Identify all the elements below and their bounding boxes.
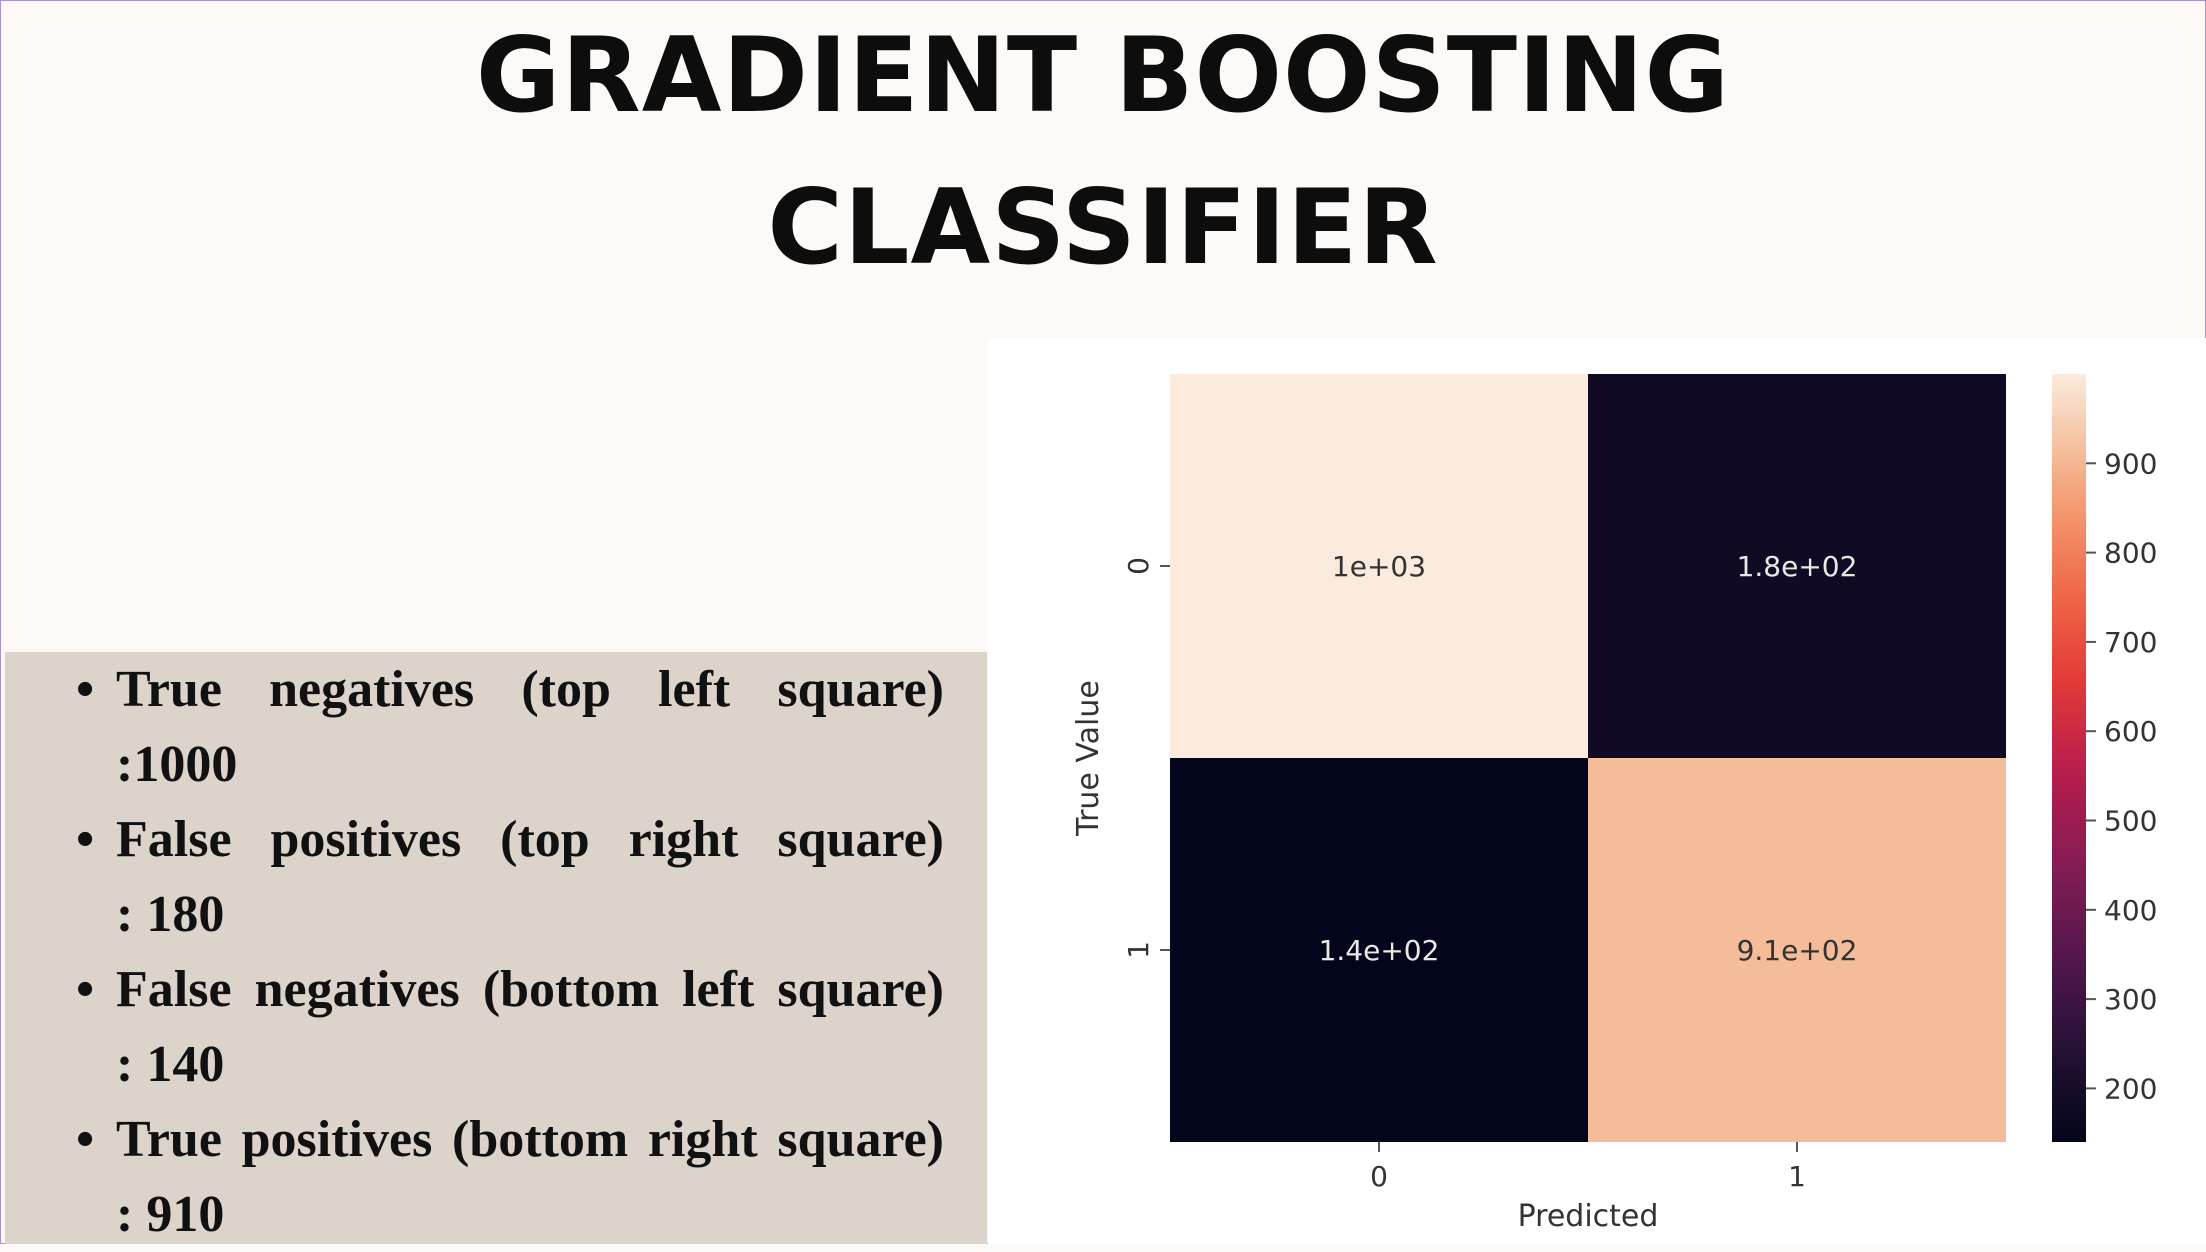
confusion-matrix-chart: 1e+03 1.8e+02 1.4e+02 9.1e+02 0 1 0 1 Predicted… <box>988 338 2206 1244</box>
colorbar-tick-label: 400 <box>2104 894 2157 927</box>
bullet-item: False negatives (bottom left square) : 1… <box>76 952 944 1102</box>
bullet-line-1: True negatives (top left square) <box>116 661 944 718</box>
bullet-line-1: False negatives (bottom left square) <box>116 961 944 1018</box>
bullet-value: : 140 <box>116 1036 225 1093</box>
heatmap-cell <box>1588 374 2006 758</box>
colorbar-tick-label: 700 <box>2104 626 2157 659</box>
colorbar: 200 300 400 500 600 700 800 900 <box>2052 374 2157 1142</box>
heatmap-cell <box>1170 758 1588 1142</box>
y-tick-label: 0 <box>1122 557 1155 575</box>
bullet-item: True negatives (top left square) :1000 <box>76 652 944 802</box>
bullet-item: True positives (bottom right square) : 9… <box>76 1102 944 1252</box>
heatmap-cell-label: 1.4e+02 <box>1319 934 1440 967</box>
bullet-item: False positives (top right square) : 180 <box>76 802 944 952</box>
heatmap-cell-label: 1e+03 <box>1332 550 1426 583</box>
colorbar-tick-label: 500 <box>2104 805 2157 838</box>
bullet-list: True negatives (top left square) :1000 F… <box>76 652 944 1252</box>
bullet-line-1: True positives (bottom right square) <box>116 1111 944 1168</box>
title-line-1: GRADIENT BOOSTING <box>475 16 1731 136</box>
colorbar-tick-label: 200 <box>2104 1072 2157 1105</box>
x-axis-label: Predicted <box>1518 1199 1659 1234</box>
bullet-value: :1000 <box>116 736 238 793</box>
bullet-value: : 180 <box>116 886 225 943</box>
colorbar-tick-label: 600 <box>2104 715 2157 748</box>
colorbar-bar <box>2052 374 2086 1142</box>
heatmap-cell <box>1588 758 2006 1142</box>
heatmap-annotations: 1e+03 1.8e+02 1.4e+02 9.1e+02 <box>1319 550 1858 967</box>
colorbar-tick-label: 300 <box>2104 983 2157 1016</box>
heatmap-cell-label: 9.1e+02 <box>1737 934 1858 967</box>
x-tick-label: 1 <box>1788 1160 1806 1193</box>
slide-title: GRADIENT BOOSTING CLASSIFIER <box>0 0 2206 304</box>
y-tick-label: 1 <box>1122 941 1155 959</box>
confusion-matrix-svg: 1e+03 1.8e+02 1.4e+02 9.1e+02 0 1 0 1 Predicted… <box>1071 374 2157 1234</box>
heatmap-cells <box>1170 374 2006 1142</box>
heatmap-cell-label: 1.8e+02 <box>1737 550 1858 583</box>
y-axis-label: True Value <box>1071 680 1106 837</box>
heatmap-axes: 0 1 0 1 Predicted True Value <box>1071 557 1806 1234</box>
bullet-line-1: False positives (top right square) <box>116 811 944 868</box>
colorbar-tick-label: 800 <box>2104 537 2157 570</box>
colorbar-tick-label: 900 <box>2104 447 2157 480</box>
title-line-2: CLASSIFIER <box>767 168 1439 288</box>
heatmap-cell <box>1170 374 1588 758</box>
x-tick-label: 0 <box>1370 1160 1388 1193</box>
bullet-value: : 910 <box>116 1186 225 1243</box>
